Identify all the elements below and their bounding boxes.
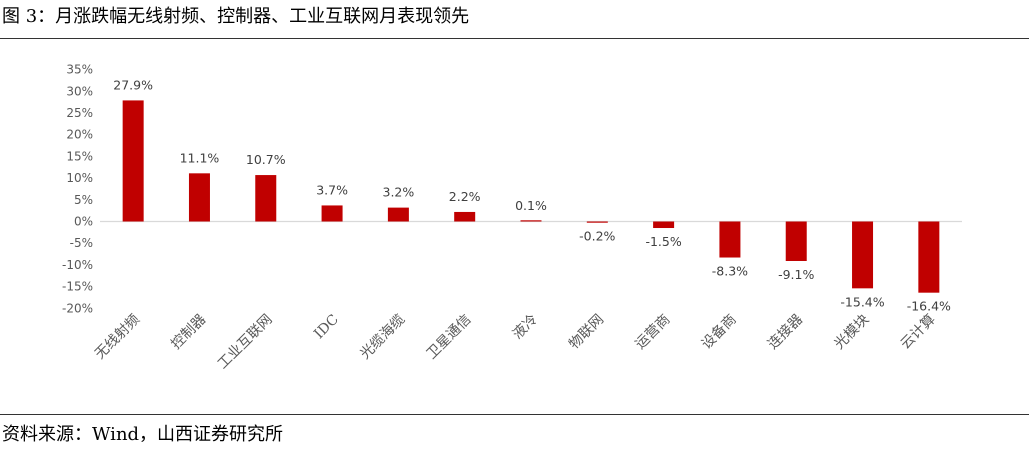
data-label: 3.2% (383, 185, 415, 200)
y-tick-label: -10% (62, 258, 93, 272)
bar-chart: 35% 30% 25% 20% 15% 10% 5% 0% -5% -10% -15% -20% 27.… (62, 63, 962, 373)
bar (586, 221, 608, 223)
data-label: -8.3% (712, 264, 748, 279)
source-divider (0, 414, 1029, 415)
category-label: 连接器 (764, 311, 806, 353)
bar (122, 100, 144, 222)
data-label: 0.1% (515, 198, 547, 213)
data-label: -16.4% (907, 299, 951, 314)
category-label: 光模块 (831, 312, 872, 353)
y-tick-label: -5% (70, 236, 93, 250)
y-tick-label: 5% (74, 193, 93, 207)
y-tick-label: 0% (74, 215, 93, 229)
data-label: -1.5% (645, 234, 681, 249)
bar (719, 221, 741, 258)
y-tick-label: 20% (66, 128, 93, 142)
category-label: 控制器 (168, 312, 209, 353)
data-label: 10.7% (246, 152, 286, 167)
category-label: 设备商 (698, 311, 740, 353)
bar (387, 207, 409, 222)
bar (188, 173, 210, 222)
category-label: 工业互联网 (215, 312, 276, 373)
y-tick-label: 35% (66, 63, 93, 77)
data-label: -9.1% (778, 267, 814, 282)
bar (255, 175, 277, 222)
category-label: 无线射频 (92, 312, 143, 363)
category-label: 物联网 (566, 312, 607, 353)
y-tick-label: 10% (66, 171, 93, 185)
bar (321, 205, 343, 222)
data-label: 2.2% (449, 189, 481, 204)
data-label: 3.7% (316, 182, 348, 197)
category-label: 云计算 (898, 312, 939, 353)
category-label: 运营商 (632, 312, 673, 353)
bar (653, 221, 675, 229)
y-tick-label: -20% (62, 301, 93, 315)
bar (852, 221, 874, 289)
data-label: 27.9% (113, 77, 153, 92)
y-tick-label: 25% (66, 106, 93, 120)
bar (785, 221, 807, 261)
y-tick-label: 30% (66, 84, 93, 98)
y-tick-label: -15% (62, 280, 93, 294)
bar (520, 220, 542, 222)
category-label: IDC (311, 312, 342, 343)
data-label: -15.4% (840, 294, 884, 309)
title-divider (0, 38, 1029, 39)
data-label: -0.2% (579, 228, 615, 243)
source-note: 资料来源：Wind，山西证券研究所 (2, 424, 284, 445)
bar (918, 221, 940, 293)
bar (454, 211, 476, 222)
category-label: 液冷 (510, 312, 541, 343)
y-tick-label: 15% (66, 149, 93, 163)
category-label: 光缆海缆 (357, 312, 408, 363)
figure-title: 图 3：月涨跌幅无线射频、控制器、工业互联网月表现领先 (2, 6, 470, 27)
data-label: 11.1% (180, 150, 220, 165)
category-label: 卫星通信 (424, 312, 475, 363)
